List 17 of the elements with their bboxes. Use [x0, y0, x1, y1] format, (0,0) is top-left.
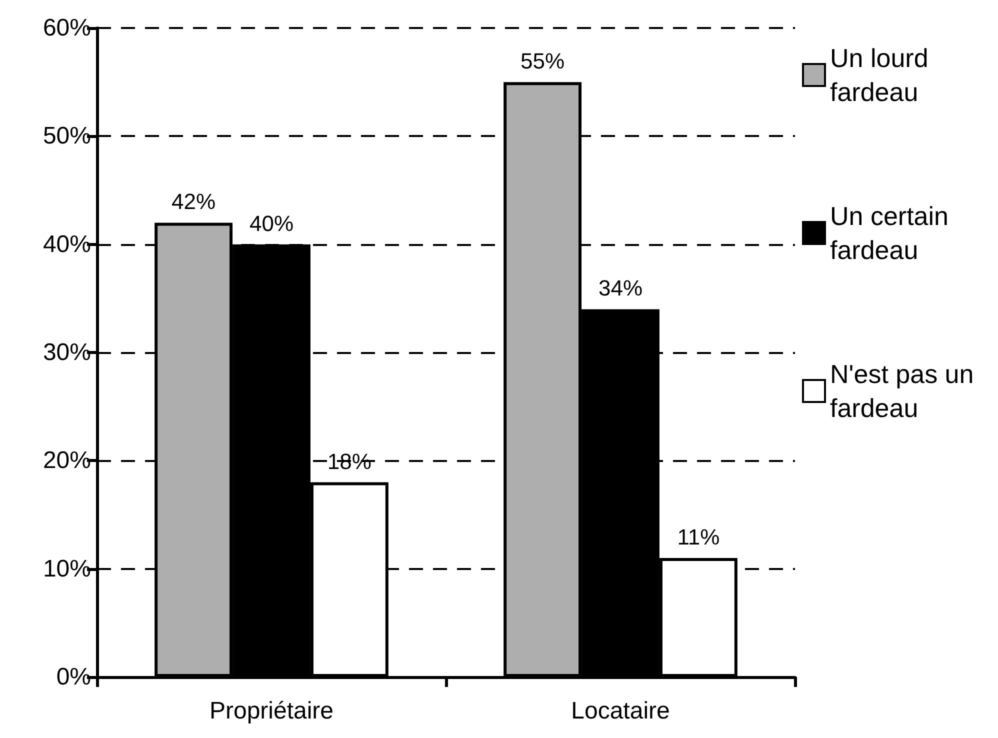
- y-tick-label: 20%: [42, 447, 91, 474]
- data-label: 42%: [172, 189, 216, 214]
- y-tick-label: 30%: [42, 339, 91, 366]
- y-tick-label: 0%: [56, 664, 91, 690]
- data-label: 11%: [677, 524, 720, 550]
- legend-label: Un lourd fardeau: [830, 43, 936, 107]
- data-label: 55%: [520, 48, 565, 74]
- x-tick-label: Propriétaire: [209, 698, 334, 724]
- y-tick-label: 10%: [42, 555, 91, 582]
- legend-label: N'est pas un fardeau: [830, 359, 981, 423]
- legend-label: Un certain fardeau: [830, 201, 956, 265]
- y-tick-label: 60%: [42, 14, 91, 42]
- y-tick-label: 40%: [42, 230, 91, 258]
- data-label: 40%: [249, 210, 294, 236]
- data-label: 34%: [598, 276, 643, 301]
- x-tick-label: Locataire: [571, 698, 670, 724]
- y-tick-label: 50%: [42, 122, 91, 150]
